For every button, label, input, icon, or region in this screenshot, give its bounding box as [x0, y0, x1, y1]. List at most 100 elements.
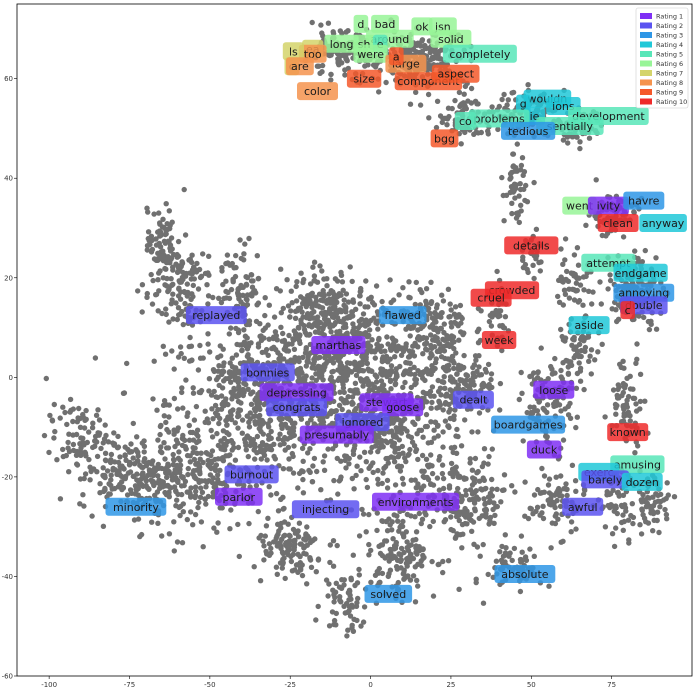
- embedding-point: [450, 449, 456, 456]
- embedding-point: [448, 514, 454, 520]
- embedding-point: [240, 386, 246, 393]
- embedding-point: [371, 302, 378, 308]
- embedding-point: [631, 395, 638, 402]
- embedding-point: [160, 216, 166, 222]
- embedding-point: [383, 538, 390, 544]
- embedding-point: [428, 299, 435, 305]
- embedding-point: [440, 485, 447, 492]
- embedding-point: [285, 425, 291, 431]
- embedding-point: [653, 491, 659, 497]
- embedding-point: [337, 389, 343, 395]
- embedding-point: [531, 553, 537, 559]
- embedding-point: [568, 519, 575, 525]
- embedding-point: [494, 312, 500, 319]
- embedding-point: [215, 354, 221, 361]
- embedding-point: [179, 491, 185, 498]
- embedding-point: [130, 455, 136, 461]
- embedding-point: [503, 192, 510, 198]
- embedding-point: [173, 487, 179, 494]
- embedding-point: [430, 482, 437, 488]
- embedding-point: [350, 400, 356, 407]
- embedding-point: [499, 174, 505, 181]
- embedding-point: [273, 346, 279, 353]
- embedding-point: [509, 200, 515, 206]
- embedding-point: [314, 303, 320, 309]
- embedding-point: [519, 390, 525, 396]
- embedding-point: [327, 542, 333, 548]
- embedding-point: [304, 315, 310, 321]
- embedding-point: [227, 262, 233, 268]
- embedding-point: [296, 470, 303, 477]
- embedding-point: [256, 425, 262, 432]
- embedding-point: [376, 543, 382, 549]
- embedding-point: [230, 440, 236, 446]
- embedding-point: [420, 546, 426, 553]
- embedding-point: [298, 567, 304, 573]
- embedding-point: [241, 339, 248, 345]
- embedding-point: [393, 366, 399, 372]
- embedding-point: [96, 417, 103, 423]
- embedding-point: [521, 169, 528, 175]
- embedding-point: [51, 435, 57, 441]
- embedding-point: [125, 470, 132, 476]
- embedding-point: [196, 266, 203, 273]
- embedding-point: [224, 422, 230, 428]
- embedding-point: [602, 524, 609, 530]
- embedding-point: [598, 301, 604, 307]
- embedding-point: [338, 474, 344, 480]
- embedding-point: [76, 405, 82, 412]
- embedding-point: [271, 539, 277, 545]
- embedding-point: [320, 459, 326, 465]
- embedding-point: [406, 451, 412, 457]
- embedding-point: [429, 384, 436, 390]
- word-label-text: depressing: [266, 386, 326, 399]
- embedding-point: [306, 332, 312, 338]
- embedding-point: [335, 491, 341, 497]
- embedding-point: [417, 43, 424, 49]
- embedding-point: [360, 311, 367, 317]
- embedding-point: [63, 452, 69, 459]
- embedding-point: [571, 297, 578, 303]
- word-label-text: dozen: [626, 476, 659, 489]
- embedding-point: [115, 459, 122, 466]
- embedding-point: [571, 252, 578, 258]
- embedding-point: [60, 404, 66, 410]
- embedding-point: [467, 377, 474, 383]
- embedding-point: [142, 456, 148, 462]
- embedding-point: [367, 343, 374, 349]
- embedding-point: [400, 450, 406, 456]
- embedding-point: [489, 476, 495, 483]
- embedding-point: [406, 279, 412, 285]
- embedding-point: [353, 372, 360, 379]
- embedding-point: [385, 460, 391, 466]
- embedding-point: [334, 455, 340, 462]
- embedding-point: [456, 586, 462, 592]
- embedding-point: [138, 476, 144, 483]
- embedding-point: [413, 485, 419, 491]
- embedding-point: [169, 473, 175, 479]
- embedding-point: [161, 440, 167, 446]
- embedding-point: [196, 479, 202, 485]
- embedding-point: [335, 356, 341, 362]
- embedding-point: [457, 102, 464, 108]
- embedding-point: [576, 352, 582, 359]
- embedding-point: [43, 375, 49, 382]
- embedding-point: [321, 322, 328, 328]
- embedding-point: [275, 436, 282, 442]
- x-tick-label: -75: [124, 681, 135, 689]
- embedding-point: [330, 29, 336, 35]
- embedding-point: [577, 378, 584, 384]
- embedding-point: [194, 260, 200, 267]
- word-label: burnout: [224, 465, 279, 484]
- word-label-text: loose: [539, 384, 568, 397]
- embedding-point: [331, 599, 337, 605]
- embedding-point: [442, 385, 448, 391]
- embedding-point: [440, 407, 446, 413]
- embedding-point: [205, 270, 211, 276]
- embedding-point: [463, 382, 470, 389]
- embedding-point: [428, 452, 434, 458]
- embedding-point: [288, 288, 294, 294]
- embedding-point: [475, 340, 482, 346]
- embedding-point: [244, 274, 251, 281]
- embedding-point: [47, 412, 53, 419]
